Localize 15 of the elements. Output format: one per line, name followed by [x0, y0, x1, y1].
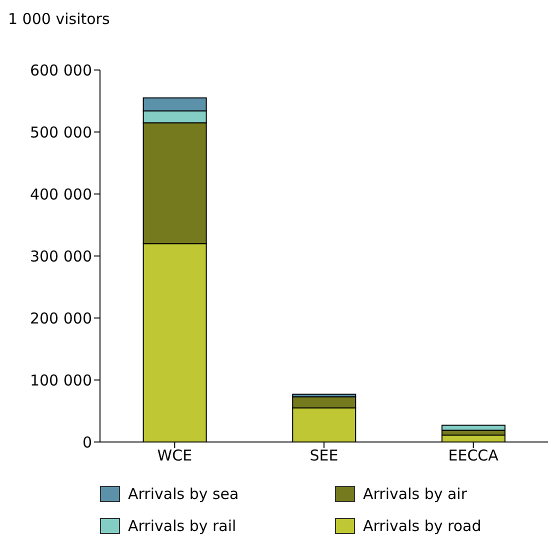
legend-label: Arrivals by air: [363, 485, 468, 503]
legend-label: Arrivals by sea: [128, 485, 239, 503]
legend-label: Arrivals by rail: [128, 517, 236, 535]
x-tick-label: SEE: [310, 446, 338, 465]
y-tick-label: 100 000: [30, 371, 92, 390]
y-tick-label: 300 000: [30, 247, 92, 266]
y-tick-label: 400 000: [30, 185, 92, 204]
x-tick-label: WCE: [157, 446, 192, 465]
y-tick-label: 200 000: [30, 309, 92, 328]
y-tick-label: 500 000: [30, 123, 92, 142]
y-tick-label: 0: [82, 433, 92, 452]
y-axis-title: 1 000 visitors: [8, 10, 110, 28]
x-tick-label: EECCA: [448, 446, 500, 465]
y-tick-label: 600 000: [30, 61, 92, 80]
legend-label: Arrivals by road: [363, 517, 482, 535]
